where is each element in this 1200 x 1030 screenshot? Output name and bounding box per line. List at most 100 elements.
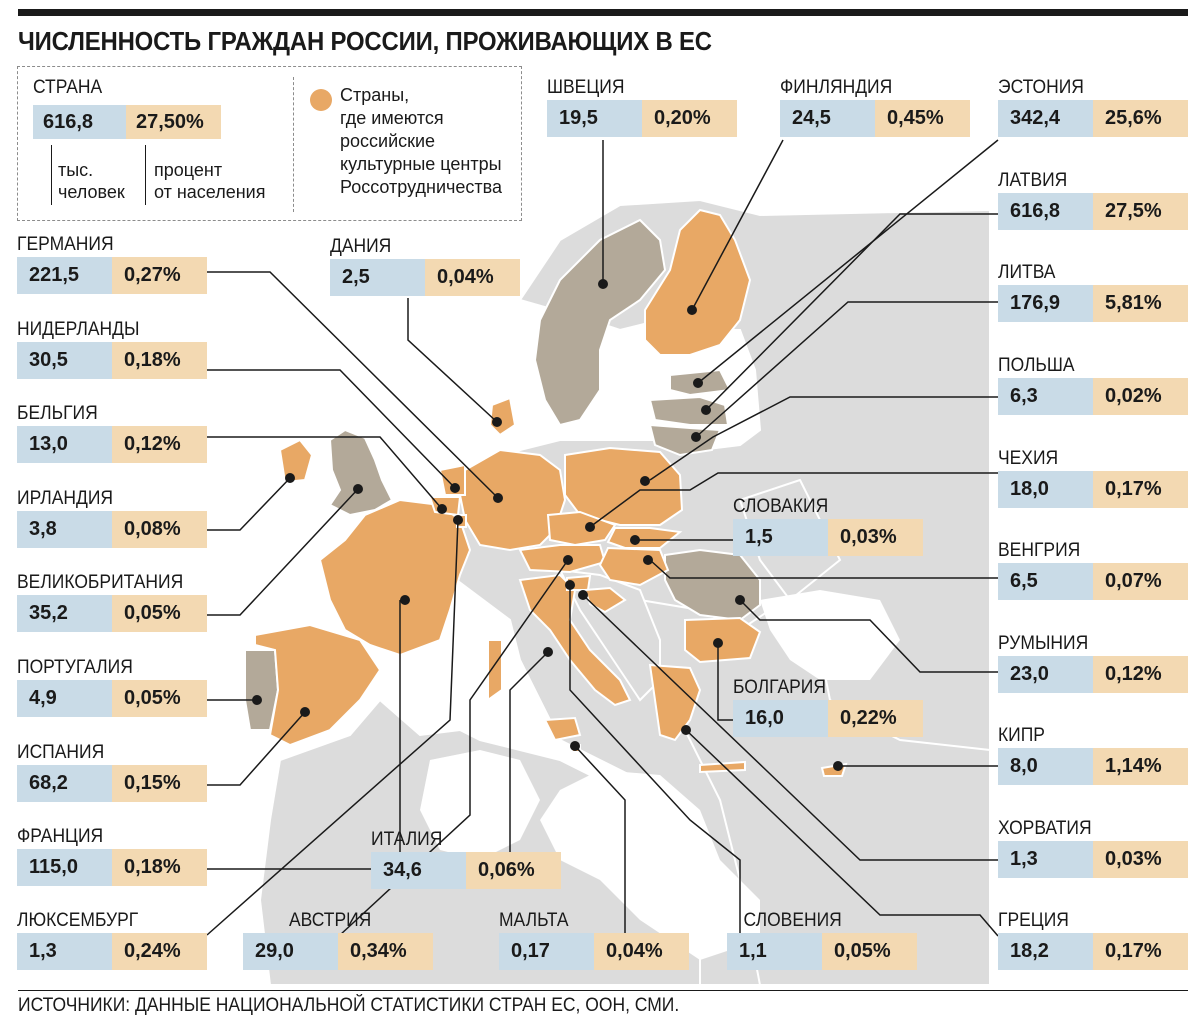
- country-percent: 0,15%: [112, 765, 207, 802]
- country-value: 176,9: [998, 285, 1093, 322]
- center-dots: [252, 279, 843, 771]
- country-percent: 0,17%: [1093, 471, 1188, 508]
- country-name: ИРЛАНДИЯ: [17, 488, 114, 509]
- country-name: ФРАНЦИЯ: [17, 826, 104, 847]
- country-percent: 0,03%: [1093, 841, 1188, 878]
- dot-latvia: [701, 405, 711, 415]
- country-value: 1,3: [17, 933, 112, 970]
- dot-croatia: [578, 590, 588, 600]
- country-name: РУМЫНИЯ: [998, 633, 1089, 654]
- country-name: АВСТРИЯ: [289, 910, 372, 931]
- country-percent: 0,24%: [112, 933, 207, 970]
- dot-romania: [735, 595, 745, 605]
- country-value: 342,4: [998, 100, 1093, 137]
- country-value: 221,5: [17, 257, 112, 294]
- country-percent: 0,05%: [112, 595, 207, 632]
- card-ireland: ИРЛАНДИЯ 3,8 0,08%: [17, 486, 207, 548]
- country-name: ПОЛЬША: [998, 355, 1075, 376]
- leader-poland: [649, 396, 998, 481]
- country-name: ЭСТОНИЯ: [998, 77, 1084, 98]
- card-lithuania: ЛИТВА 176,9 5,81%: [998, 260, 1188, 322]
- country-percent: 0,06%: [466, 852, 561, 889]
- legend-percent-note: процент от населения: [154, 159, 265, 203]
- leader-belgium: [207, 436, 443, 510]
- leader-croatia: [582, 594, 998, 861]
- legend-center-text-line1: Страны,: [340, 85, 410, 105]
- country-value: 6,5: [998, 563, 1093, 600]
- page-title: ЧИСЛЕННОСТЬ ГРАЖДАН РОССИИ, ПРОЖИВАЮЩИХ …: [18, 26, 712, 56]
- country-name: ДАНИЯ: [330, 236, 392, 257]
- dot-greece: [681, 725, 691, 735]
- legend-example-value: 616,8: [33, 105, 126, 139]
- crete-shape: [699, 760, 746, 774]
- card-malta: МАЛЬТА 0,17 0,04%: [499, 908, 689, 970]
- country-name: ЛАТВИЯ: [998, 170, 1068, 191]
- country-value: 1,5: [733, 519, 828, 556]
- ireland-shape: [278, 438, 314, 484]
- country-percent: 25,6%: [1093, 100, 1188, 137]
- country-value: 3,8: [17, 511, 112, 548]
- country-value: 30,5: [17, 342, 112, 379]
- card-uk: ВЕЛИКОБРИТАНИЯ 35,2 0,05%: [17, 570, 207, 632]
- leader-greece: [685, 729, 999, 937]
- legend-percent-note-line2: от населения: [154, 182, 266, 202]
- leader-ireland: [207, 477, 291, 531]
- country-value: 2,5: [330, 259, 425, 296]
- dot-malta: [570, 741, 580, 751]
- card-denmark: ДАНИЯ 2,5 0,04%: [330, 234, 520, 296]
- card-croatia: ХОРВАТИЯ 1,3 0,03%: [998, 816, 1188, 878]
- legend-value-note: тыс. человек: [58, 159, 125, 203]
- country-value: 23,0: [998, 656, 1093, 693]
- card-france: ФРАНЦИЯ 115,0 0,18%: [17, 824, 207, 886]
- legend-value-note-line1: тыс.: [58, 160, 94, 180]
- country-percent: 0,07%: [1093, 563, 1188, 600]
- legend-center-swatch: [310, 89, 332, 111]
- country-name: ПОРТУГАЛИЯ: [17, 657, 133, 678]
- dot-czechia: [585, 522, 595, 532]
- country-name: КИПР: [998, 725, 1045, 746]
- dot-belgium: [437, 504, 447, 514]
- legend-country-label: СТРАНА: [33, 77, 103, 98]
- dot-lithuania: [691, 432, 701, 442]
- card-poland: ПОЛЬША 6,3 0,02%: [998, 353, 1188, 415]
- dot-slovenia: [565, 580, 575, 590]
- card-slovakia: СЛОВАКИЯ 1,5 0,03%: [733, 494, 923, 556]
- country-value: 115,0: [17, 849, 112, 886]
- dot-estonia: [693, 378, 703, 388]
- country-value: 13,0: [17, 426, 112, 463]
- leader-denmark: [407, 298, 498, 423]
- sicily-shape: [543, 716, 582, 742]
- country-percent: 0,17%: [1093, 933, 1188, 970]
- country-value: 35,2: [17, 595, 112, 632]
- country-name: БЕЛЬГИЯ: [17, 403, 98, 424]
- card-belgium: БЕЛЬГИЯ 13,0 0,12%: [17, 401, 207, 463]
- card-finland: ФИНЛЯНДИЯ 24,5 0,45%: [780, 75, 970, 137]
- country-value: 68,2: [17, 765, 112, 802]
- country-percent: 0,20%: [642, 100, 737, 137]
- finland-shape: [644, 208, 752, 356]
- country-name: ВЕЛИКОБРИТАНИЯ: [17, 572, 184, 593]
- country-value: 1,1: [727, 933, 822, 970]
- country-value: 34,6: [371, 852, 466, 889]
- leader-lines: [206, 139, 999, 937]
- card-germany: ГЕРМАНИЯ 221,5 0,27%: [17, 232, 207, 294]
- card-latvia: ЛАТВИЯ 616,8 27,5%: [998, 168, 1188, 230]
- country-name: ГРЕЦИЯ: [998, 910, 1069, 931]
- country-name: ИТАЛИЯ: [371, 829, 443, 850]
- country-value: 18,2: [998, 933, 1093, 970]
- card-spain: ИСПАНИЯ 68,2 0,15%: [17, 740, 207, 802]
- card-romania: РУМЫНИЯ 23,0 0,12%: [998, 631, 1188, 693]
- legend: СТРАНА 616,8 27,50% тыс. человек процент…: [17, 66, 522, 221]
- card-estonia: ЭСТОНИЯ 342,4 25,6%: [998, 75, 1188, 137]
- slovakia-shape: [606, 527, 683, 549]
- card-bulgaria: БОЛГАРИЯ 16,0 0,22%: [733, 675, 923, 737]
- eu-center-countries: [254, 208, 848, 777]
- dot-finland: [687, 305, 697, 315]
- card-czechia: ЧЕХИЯ 18,0 0,17%: [998, 446, 1188, 508]
- dot-slovakia: [630, 535, 640, 545]
- card-slovenia: СЛОВЕНИЯ 1,1 0,05%: [727, 908, 917, 970]
- country-value: 24,5: [780, 100, 875, 137]
- country-value: 4,9: [17, 680, 112, 717]
- country-percent: 0,04%: [425, 259, 520, 296]
- country-value: 19,5: [547, 100, 642, 137]
